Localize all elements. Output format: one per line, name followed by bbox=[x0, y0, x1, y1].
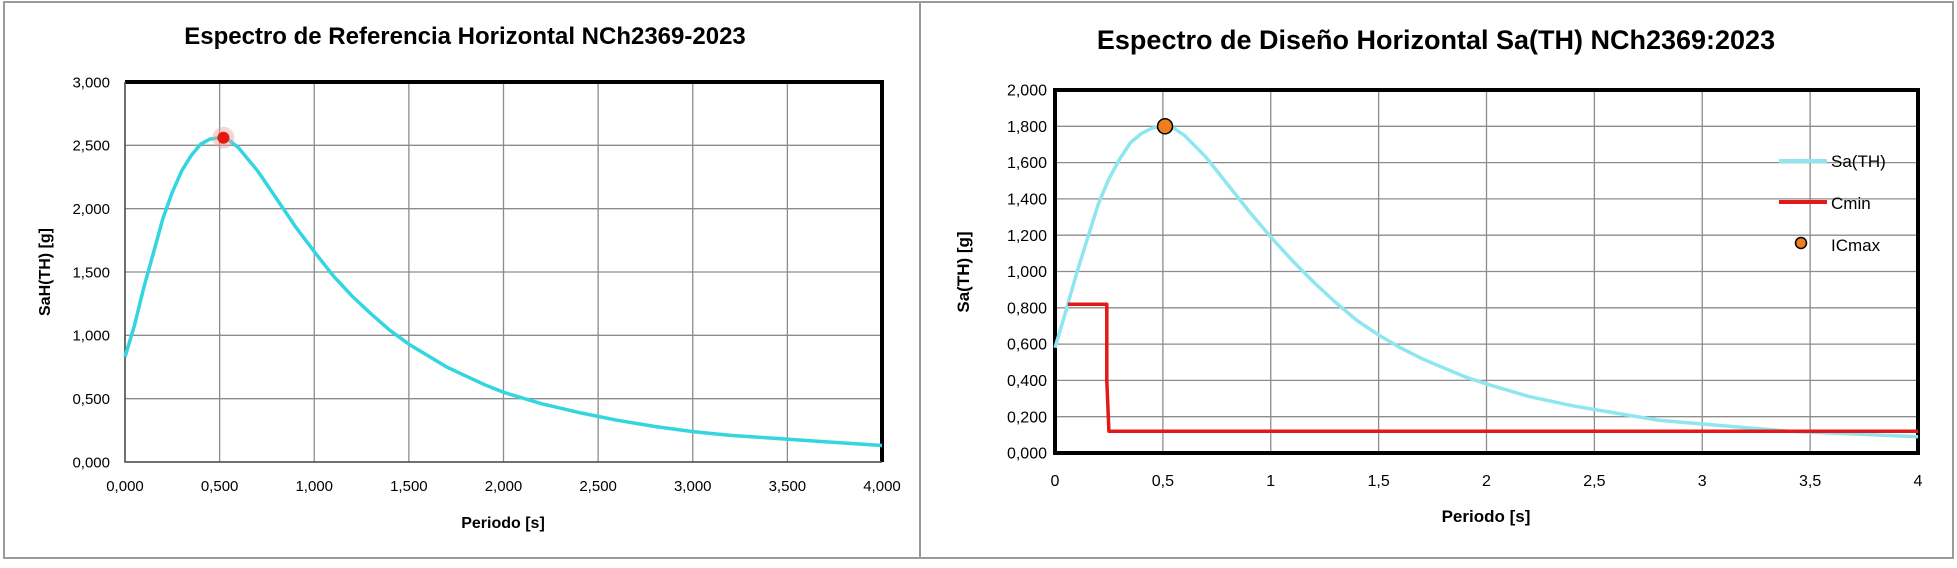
plot-area-border bbox=[1053, 88, 1920, 455]
y-tick-label: 2,000 bbox=[72, 201, 110, 218]
chart1-y-axis-label: SaH(TH) [g] bbox=[37, 228, 54, 316]
x-tick-label: 1,500 bbox=[390, 478, 428, 495]
y-tick-label: 0,200 bbox=[1007, 409, 1047, 426]
y-tick-label: 0,600 bbox=[1007, 337, 1047, 354]
design-spectrum-chart: Espectro de Diseño Horizontal Sa(TH) NCh… bbox=[954, 25, 1923, 526]
chart1-title: Espectro de Referencia Horizontal NCh236… bbox=[184, 23, 746, 50]
x-tick-label: 3 bbox=[1698, 473, 1707, 490]
icmax-point bbox=[1156, 118, 1174, 135]
y-tick-label: 2,000 bbox=[1007, 83, 1047, 100]
y-tick-label: 0,000 bbox=[72, 454, 110, 471]
x-tick-label: 4,000 bbox=[863, 478, 901, 495]
x-tick-label: 3,5 bbox=[1799, 473, 1821, 490]
right-panel-border bbox=[919, 1, 1954, 559]
x-tick-label: 2,000 bbox=[485, 478, 523, 495]
chart2-x-axis-label: Periodo [s] bbox=[1442, 507, 1531, 526]
x-tick-label: 0,5 bbox=[1152, 473, 1174, 490]
y-tick-label: 0,800 bbox=[1007, 300, 1047, 317]
x-tick-label: 2,5 bbox=[1583, 473, 1605, 490]
x-tick-label: 3,000 bbox=[674, 478, 712, 495]
x-tick-label: 0,000 bbox=[106, 478, 144, 495]
legend-sa-label: Sa(TH) bbox=[1831, 152, 1886, 171]
plot-axes bbox=[124, 82, 882, 463]
y-tick-label: 1,600 bbox=[1007, 155, 1047, 172]
reference-spectrum-chart: Espectro de Referencia Horizontal NCh236… bbox=[37, 23, 901, 532]
y-tick-label: 0,000 bbox=[1007, 446, 1047, 463]
y-tick-label: 1,500 bbox=[72, 264, 110, 281]
peak-marker bbox=[217, 131, 230, 144]
x-tick-label: 3,500 bbox=[769, 478, 807, 495]
cmin-series-line bbox=[1067, 302, 1918, 433]
chart2-y-axis-label: Sa(TH) [g] bbox=[954, 231, 973, 312]
spectrum-series-line bbox=[123, 135, 883, 448]
plot-area-border bbox=[125, 80, 884, 462]
x-tick-label: 0 bbox=[1051, 473, 1060, 490]
y-tick-label: 1,000 bbox=[1007, 264, 1047, 281]
x-tick-label: 2,500 bbox=[579, 478, 617, 495]
chart1-x-axis-label: Periodo [s] bbox=[461, 515, 545, 532]
y-tick-label: 0,400 bbox=[1007, 373, 1047, 390]
x-tick-label: 1,000 bbox=[295, 478, 333, 495]
y-tick-label: 1,200 bbox=[1007, 228, 1047, 245]
y-tick-label: 0,500 bbox=[72, 391, 110, 408]
x-tick-label: 1,5 bbox=[1368, 473, 1390, 490]
legend-icmax-label: ICmax bbox=[1831, 236, 1881, 255]
x-tick-label: 0,500 bbox=[201, 478, 239, 495]
left-panel-border bbox=[3, 1, 921, 559]
y-tick-label: 1,400 bbox=[1007, 192, 1047, 209]
x-tick-label: 1 bbox=[1266, 473, 1275, 490]
chart2-legend: Sa(TH) Cmin ICmax bbox=[1779, 152, 1886, 255]
y-tick-label: 1,800 bbox=[1007, 119, 1047, 136]
legend-cmin-label: Cmin bbox=[1831, 194, 1871, 213]
x-tick-label: 4 bbox=[1914, 473, 1923, 490]
y-tick-label: 3,000 bbox=[72, 74, 110, 91]
y-tick-label: 1,000 bbox=[72, 328, 110, 345]
legend-icmax-marker bbox=[1794, 236, 1808, 250]
x-tick-label: 2 bbox=[1482, 473, 1491, 490]
sa-th--series-line bbox=[1053, 124, 1919, 439]
chart2-title: Espectro de Diseño Horizontal Sa(TH) NCh… bbox=[1097, 25, 1775, 55]
y-tick-label: 2,500 bbox=[72, 138, 110, 155]
